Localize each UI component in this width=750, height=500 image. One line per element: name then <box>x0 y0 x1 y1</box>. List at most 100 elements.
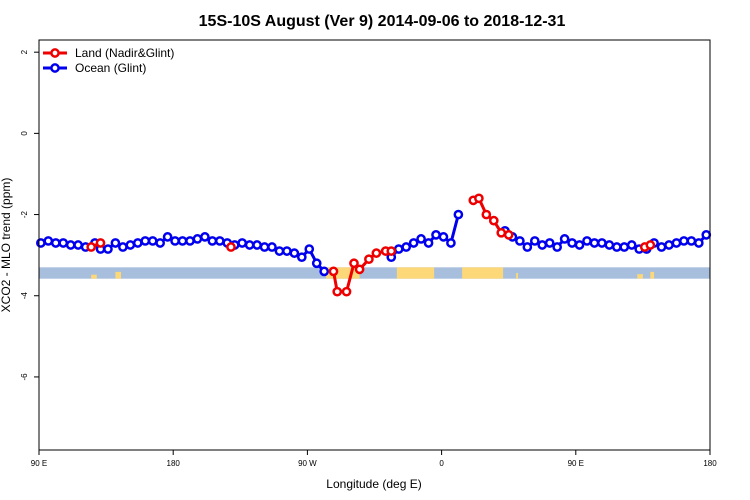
data-point <box>349 258 359 269</box>
legend-marker <box>50 48 60 58</box>
data-point <box>226 242 236 252</box>
data-point <box>155 238 166 248</box>
series-layer <box>36 193 712 297</box>
data-point <box>36 238 46 248</box>
data-point <box>671 238 682 248</box>
land-band-segment <box>115 271 122 279</box>
data-point <box>481 209 492 220</box>
data-point <box>132 238 143 248</box>
data-point <box>125 240 136 250</box>
ocean-band <box>39 267 710 279</box>
data-point <box>401 242 412 252</box>
data-point <box>110 238 121 248</box>
data-point <box>645 240 656 250</box>
data-point <box>537 240 548 250</box>
x-tick-label: 90 E <box>31 459 47 468</box>
x-tick-label: 90 W <box>298 459 317 468</box>
land-band-segment <box>516 273 519 279</box>
data-point <box>522 242 533 252</box>
data-point <box>544 238 555 248</box>
data-point <box>103 244 113 254</box>
x-axis: 90 E 180 90 W 0 90 E 180 <box>31 450 717 468</box>
data-point <box>371 248 382 258</box>
data-point <box>86 242 97 252</box>
land-band-segment <box>396 267 435 279</box>
data-point <box>446 238 456 248</box>
data-point <box>95 238 106 248</box>
data-point <box>354 264 365 275</box>
coverage-band <box>39 267 710 279</box>
data-point <box>438 232 449 242</box>
data-point <box>147 236 158 246</box>
land-band-segment <box>326 267 360 279</box>
data-point <box>693 238 704 248</box>
land-band-segment <box>650 271 655 279</box>
data-point <box>252 240 262 250</box>
data-point <box>559 234 570 244</box>
data-point <box>567 238 577 248</box>
legend: Land (Nadir&Glint)Ocean (Glint) <box>43 46 174 75</box>
y-axis-label: XCO2 - MLO trend (ppm) <box>0 178 13 313</box>
data-point <box>431 230 441 240</box>
data-point <box>289 248 300 258</box>
data-point <box>488 215 499 226</box>
data-point <box>496 227 507 238</box>
data-point <box>341 286 352 297</box>
legend-label: Land (Nadir&Glint) <box>75 46 174 60</box>
land-band-segment <box>462 267 504 279</box>
data-point <box>515 236 525 246</box>
data-point <box>686 236 697 246</box>
x-tick-label: 180 <box>703 459 717 468</box>
data-point <box>43 236 54 246</box>
data-point <box>589 238 600 248</box>
data-point <box>311 258 322 269</box>
data-point <box>296 252 307 263</box>
data-point <box>364 254 374 265</box>
data-point <box>162 232 173 242</box>
data-point <box>393 244 404 254</box>
legend-item: Land (Nadir&Glint) <box>43 46 174 60</box>
data-point <box>423 238 434 248</box>
data-point <box>274 246 285 256</box>
y-tick-label: -2 <box>20 210 29 218</box>
x-tick-label: 90 E <box>568 459 584 468</box>
data-point <box>503 230 514 240</box>
x-tick-label: 0 <box>439 459 444 468</box>
data-point <box>237 238 248 248</box>
chart-title: 15S-10S August (Ver 9) 2014-09-06 to 201… <box>199 13 566 30</box>
data-point <box>416 234 426 244</box>
data-point <box>118 242 128 252</box>
data-point <box>582 236 592 246</box>
data-point <box>474 193 484 204</box>
land-band-segment <box>91 274 97 279</box>
data-point <box>408 238 419 248</box>
data-point <box>574 240 585 250</box>
data-point <box>50 238 61 248</box>
series-ocean <box>36 209 712 277</box>
data-point <box>597 238 607 248</box>
x-tick-label: 180 <box>167 459 181 468</box>
data-point <box>453 209 464 220</box>
data-point <box>529 236 540 246</box>
data-point <box>604 240 615 250</box>
legend-label: Ocean (Glint) <box>75 61 146 75</box>
data-point <box>65 240 76 250</box>
data-point <box>664 240 674 250</box>
data-point <box>386 246 397 256</box>
data-point <box>282 246 292 256</box>
data-point <box>619 242 630 252</box>
data-point <box>611 242 622 252</box>
y-axis: 2 0 -2 -4 -6 <box>20 49 39 380</box>
legend-item: Ocean (Glint) <box>43 61 146 75</box>
series-land <box>86 193 656 297</box>
data-point <box>656 242 667 252</box>
data-point <box>214 236 225 246</box>
data-point <box>701 230 712 240</box>
data-point <box>259 242 270 252</box>
data-point <box>73 240 83 250</box>
data-point <box>170 236 180 246</box>
x-axis-label: Longitude (deg E) <box>326 477 421 491</box>
data-point <box>626 240 637 250</box>
legend-marker <box>50 63 60 73</box>
